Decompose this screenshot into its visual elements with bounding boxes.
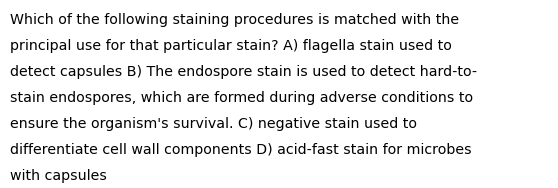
Text: ensure the organism's survival. C) negative stain used to: ensure the organism's survival. C) negat… [10, 117, 417, 131]
Text: stain endospores, which are formed during adverse conditions to: stain endospores, which are formed durin… [10, 91, 473, 105]
Text: differentiate cell wall components D) acid-fast stain for microbes: differentiate cell wall components D) ac… [10, 143, 472, 157]
Text: Which of the following staining procedures is matched with the: Which of the following staining procedur… [10, 13, 459, 27]
Text: detect capsules B) The endospore stain is used to detect hard-to-: detect capsules B) The endospore stain i… [10, 65, 477, 79]
Text: principal use for that particular stain? A) flagella stain used to: principal use for that particular stain?… [10, 39, 452, 53]
Text: with capsules: with capsules [10, 169, 107, 183]
